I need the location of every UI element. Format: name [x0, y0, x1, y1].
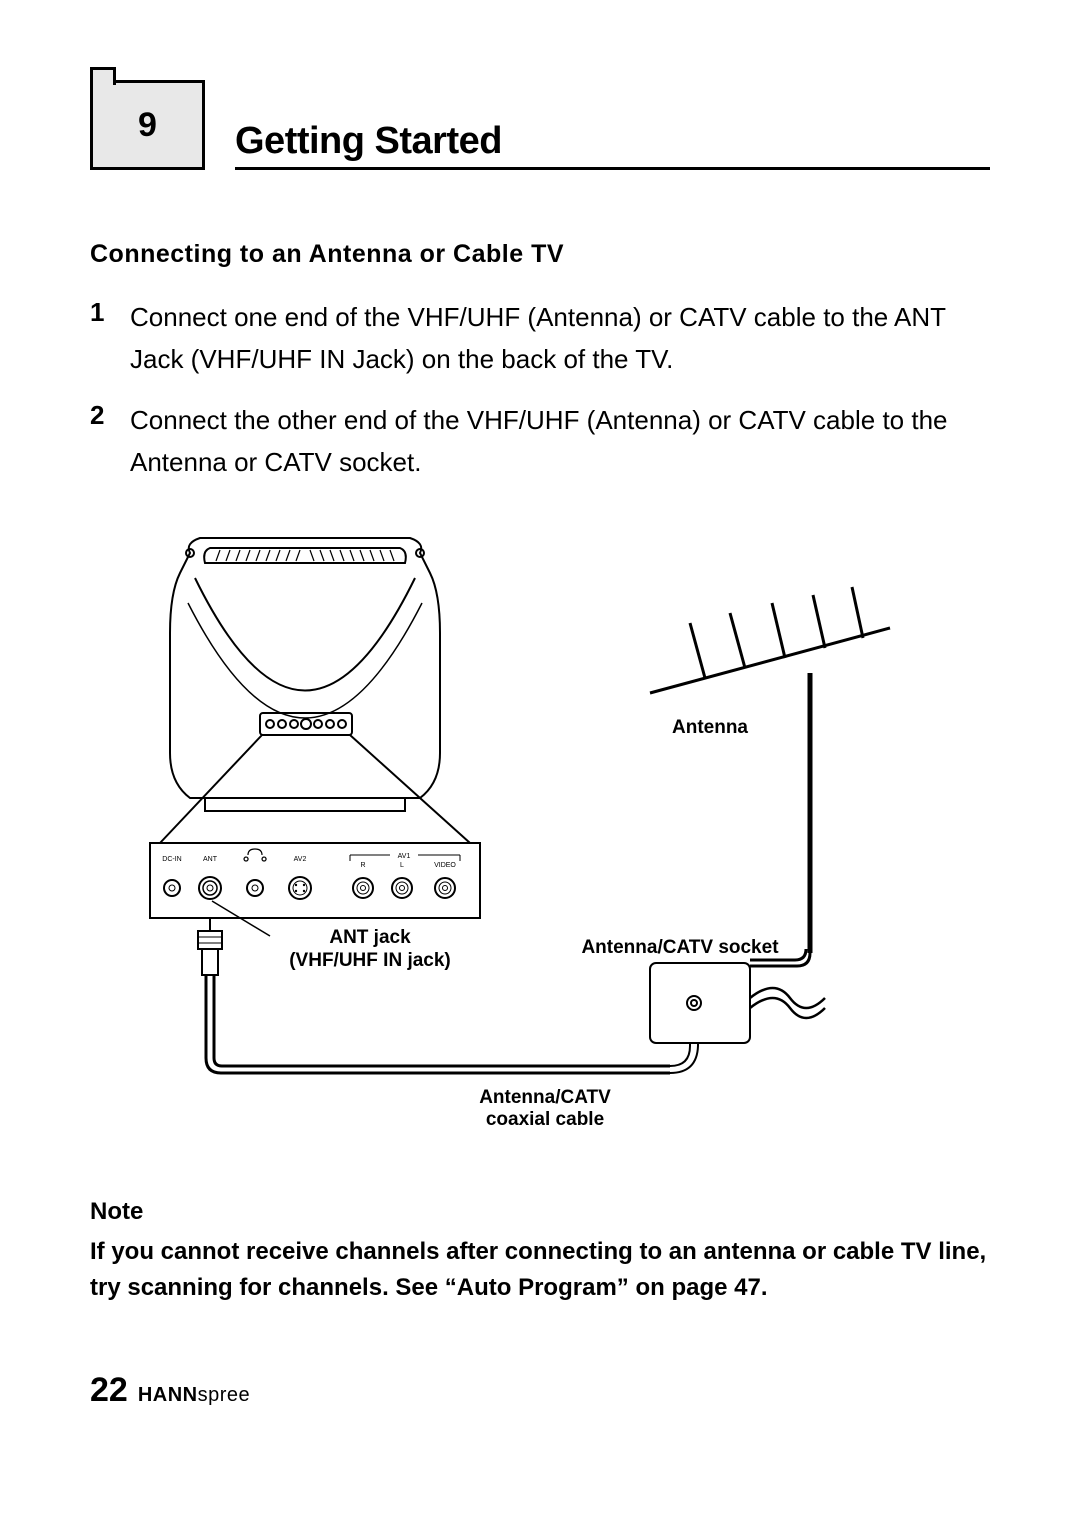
step-text: Connect the other end of the VHF/UHF (An… [130, 400, 990, 483]
note-label: Note [90, 1198, 990, 1226]
step-item: 1 Connect one end of the VHF/UHF (Antenn… [90, 297, 990, 380]
tv-back-illustration [160, 538, 470, 843]
port-label-r: R [360, 862, 365, 869]
steps-list: 1 Connect one end of the VHF/UHF (Antenn… [90, 297, 990, 483]
step-text: Connect one end of the VHF/UHF (Antenna)… [130, 297, 990, 380]
brand-light: spree [198, 1384, 251, 1406]
note-block: Note If you cannot receive channels afte… [90, 1198, 990, 1306]
section-number-box: 9 [90, 80, 205, 170]
catv-socket-illustration [650, 963, 825, 1043]
label-ant-jack-1: ANT jack [329, 927, 411, 948]
port-panel: DC-IN ANT AV2 AV1 R L VIDEO [150, 843, 480, 936]
brand-logo: HANNspree [138, 1384, 250, 1407]
label-catv-socket: Antenna/CATV socket [581, 937, 779, 958]
port-label-ant: ANT [203, 856, 218, 863]
brand-bold: HANN [138, 1384, 198, 1406]
port-label-video: VIDEO [434, 862, 456, 869]
port-label-l: L [400, 862, 404, 869]
title-underline: Getting Started [235, 120, 990, 170]
step-item: 2 Connect the other end of the VHF/UHF (… [90, 400, 990, 483]
footer: 22 HANNspree [90, 1371, 990, 1410]
section-tab [90, 67, 116, 85]
label-cable-1: Antenna/CATV [479, 1087, 611, 1108]
port-label-av1: AV1 [398, 853, 411, 860]
page-number: 22 [90, 1371, 128, 1410]
port-label-av2: AV2 [294, 856, 307, 863]
section-number: 9 [138, 106, 157, 145]
section-header: 9 Getting Started [90, 80, 990, 170]
label-antenna: Antenna [672, 717, 748, 738]
step-number: 1 [90, 297, 112, 380]
subheading: Connecting to an Antenna or Cable TV [90, 240, 990, 269]
step-number: 2 [90, 400, 112, 483]
label-cable-2: coaxial cable [486, 1109, 604, 1130]
section-title: Getting Started [235, 120, 990, 163]
antenna-illustration [650, 587, 890, 966]
port-label-dcin: DC-IN [162, 856, 181, 863]
note-text: If you cannot receive channels after con… [90, 1234, 990, 1306]
label-ant-jack-2: (VHF/UHF IN jack) [289, 950, 451, 971]
connection-diagram: DC-IN ANT AV2 AV1 R L VIDEO ANT jack (VH… [90, 523, 990, 1143]
